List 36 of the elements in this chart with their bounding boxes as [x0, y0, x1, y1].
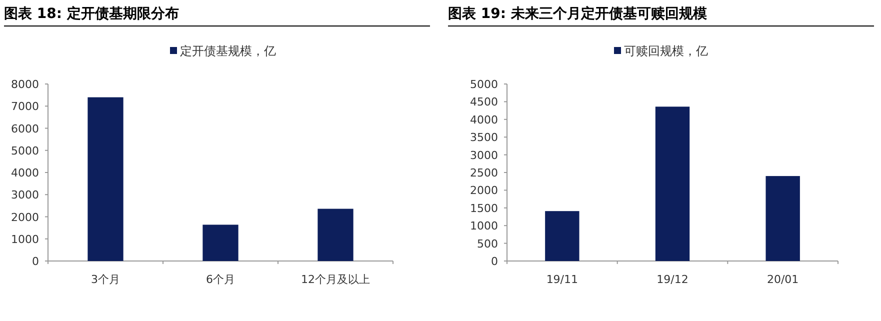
y-tick-label: 0 — [32, 255, 39, 268]
y-tick-label: 2000 — [470, 184, 498, 198]
bar — [766, 176, 800, 261]
y-tick-label: 7000 — [11, 100, 39, 114]
y-tick-label: 6000 — [11, 122, 39, 136]
legend-label: 定开债基规模，亿 — [180, 44, 276, 58]
y-tick-label: 1500 — [470, 202, 498, 215]
x-tick-label: 19/12 — [656, 273, 688, 286]
y-tick-label: 2000 — [11, 210, 39, 224]
y-tick-label: 4000 — [470, 113, 498, 126]
y-tick-label: 3000 — [11, 188, 39, 202]
y-tick-label: 2500 — [470, 166, 498, 180]
y-tick-label: 1000 — [11, 232, 39, 246]
bar — [202, 224, 238, 261]
bar — [318, 208, 354, 261]
x-tick-label: 19/11 — [546, 273, 578, 286]
legend-label: 可赎回规模，亿 — [624, 44, 708, 58]
bar — [655, 106, 690, 261]
y-tick-label: 4000 — [11, 166, 39, 180]
y-tick-label: 3500 — [470, 131, 498, 144]
chart-title: 图表 18: 定开债基期限分布 — [4, 5, 179, 22]
y-tick-label: 5000 — [11, 144, 39, 158]
y-tick-label: 3000 — [470, 148, 498, 162]
x-tick-label: 12个月及以上 — [301, 273, 370, 286]
y-tick-label: 1000 — [470, 220, 498, 233]
y-tick-label: 5000 — [470, 78, 498, 91]
y-tick-label: 4500 — [470, 96, 498, 109]
x-tick-label: 3个月 — [91, 273, 120, 286]
y-tick-label: 0 — [491, 255, 498, 268]
y-tick-label: 500 — [477, 237, 498, 250]
chart-title: 图表 19: 未来三个月定开债基可赎回规模 — [448, 5, 708, 22]
bar — [88, 97, 124, 261]
x-tick-label: 6个月 — [206, 273, 235, 286]
bar — [545, 211, 580, 261]
y-tick-label: 8000 — [11, 78, 39, 91]
x-tick-label: 20/01 — [766, 273, 799, 286]
